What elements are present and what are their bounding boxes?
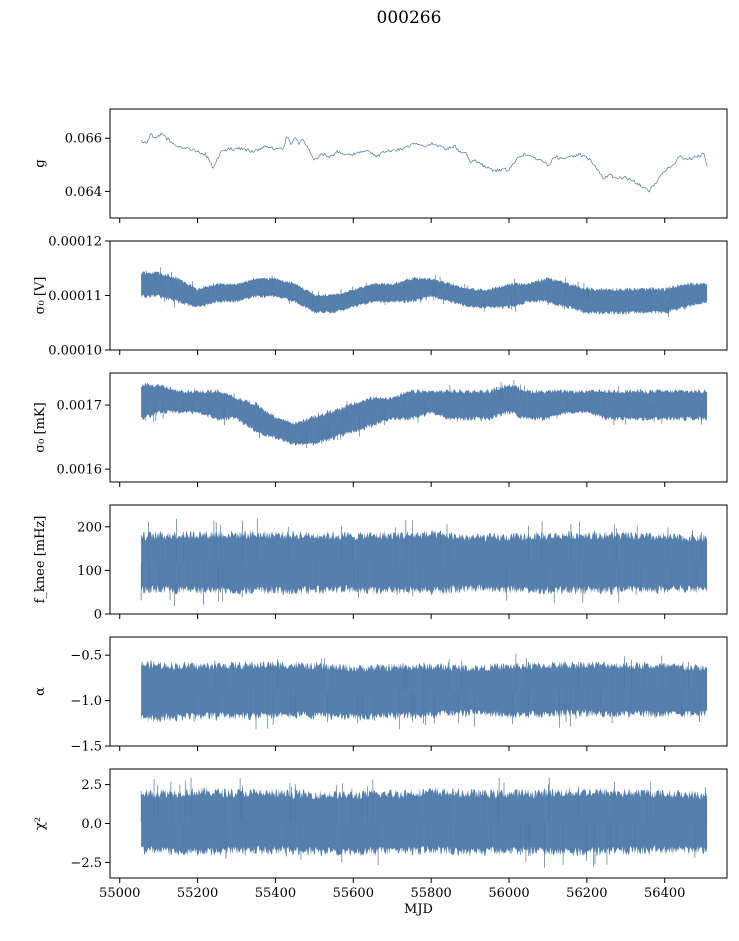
axes-frame [109,504,728,615]
series-band [141,529,708,596]
y-tick-label: 100 [77,564,102,579]
x-tick-label: 56000 [488,886,529,901]
y-axis-label: f_knee [mHz] [33,516,48,604]
series-band [141,271,708,315]
y-tick-label: 0.0 [81,817,102,832]
series-line [140,132,708,193]
y-tick-label: −2.5 [70,856,102,871]
y-axis-label: g [33,159,48,167]
y-tick-label: 2.5 [81,778,102,793]
axes-frame [109,372,728,483]
axes-frame [109,108,728,219]
x-tick-label: 56200 [566,886,607,901]
y-tick-label: −1.5 [70,740,102,755]
y-tick-label: 0.066 [65,132,102,147]
panel-1: 0.064 0.066 g [33,108,728,223]
panel-2: 0.00010 0.00011 0.00012 σ₀ [V] [33,235,728,359]
series-spikes [145,267,686,318]
y-tick-label: 0.00012 [48,235,102,250]
y-tick-label: 0.0017 [57,399,103,414]
x-tick-label: 55400 [255,886,296,901]
x-tick-label: 55200 [177,886,218,901]
y-tick-label: 200 [77,520,102,535]
series-band [141,787,708,857]
panel-4: 0 100 200 f_knee [mHz] [33,504,728,623]
panel-3: 0.0016 0.0017 σ₀ [mK] [33,372,728,487]
y-tick-label: −1.0 [70,694,102,709]
y-axis-label: σ₀ [V] [33,277,48,315]
series-spikes [144,380,702,449]
series-spikes [140,777,706,868]
y-tick-label: 0.00010 [48,344,102,359]
y-axis-label: χ² [33,817,48,830]
y-tick-label: 0.00011 [48,289,102,304]
y-axis-label: σ₀ [mK] [33,402,48,452]
panel-5: −1.5 −1.0 −0.5 α [33,636,728,755]
x-tick-label: 55000 [99,886,140,901]
y-tick-label: 0.064 [65,185,102,200]
panel-6: −2.5 0.0 2.5 55000 55200 55400 55600 55800 56000… [33,768,728,917]
x-tick-label: 55800 [410,886,451,901]
axes-frame [109,636,728,747]
series-spikes [193,653,700,730]
x-tick-label: 56400 [644,886,685,901]
figure-title: 000266 [377,8,442,28]
series-band [141,660,708,723]
y-axis-label: α [33,687,48,696]
y-tick-label: 0 [94,608,102,623]
x-axis-label: MJD [404,902,433,917]
series-spikes [140,518,702,607]
y-tick-label: −0.5 [70,649,102,664]
x-tick-label: 55600 [333,886,374,901]
y-tick-label: 0.0016 [57,463,103,478]
